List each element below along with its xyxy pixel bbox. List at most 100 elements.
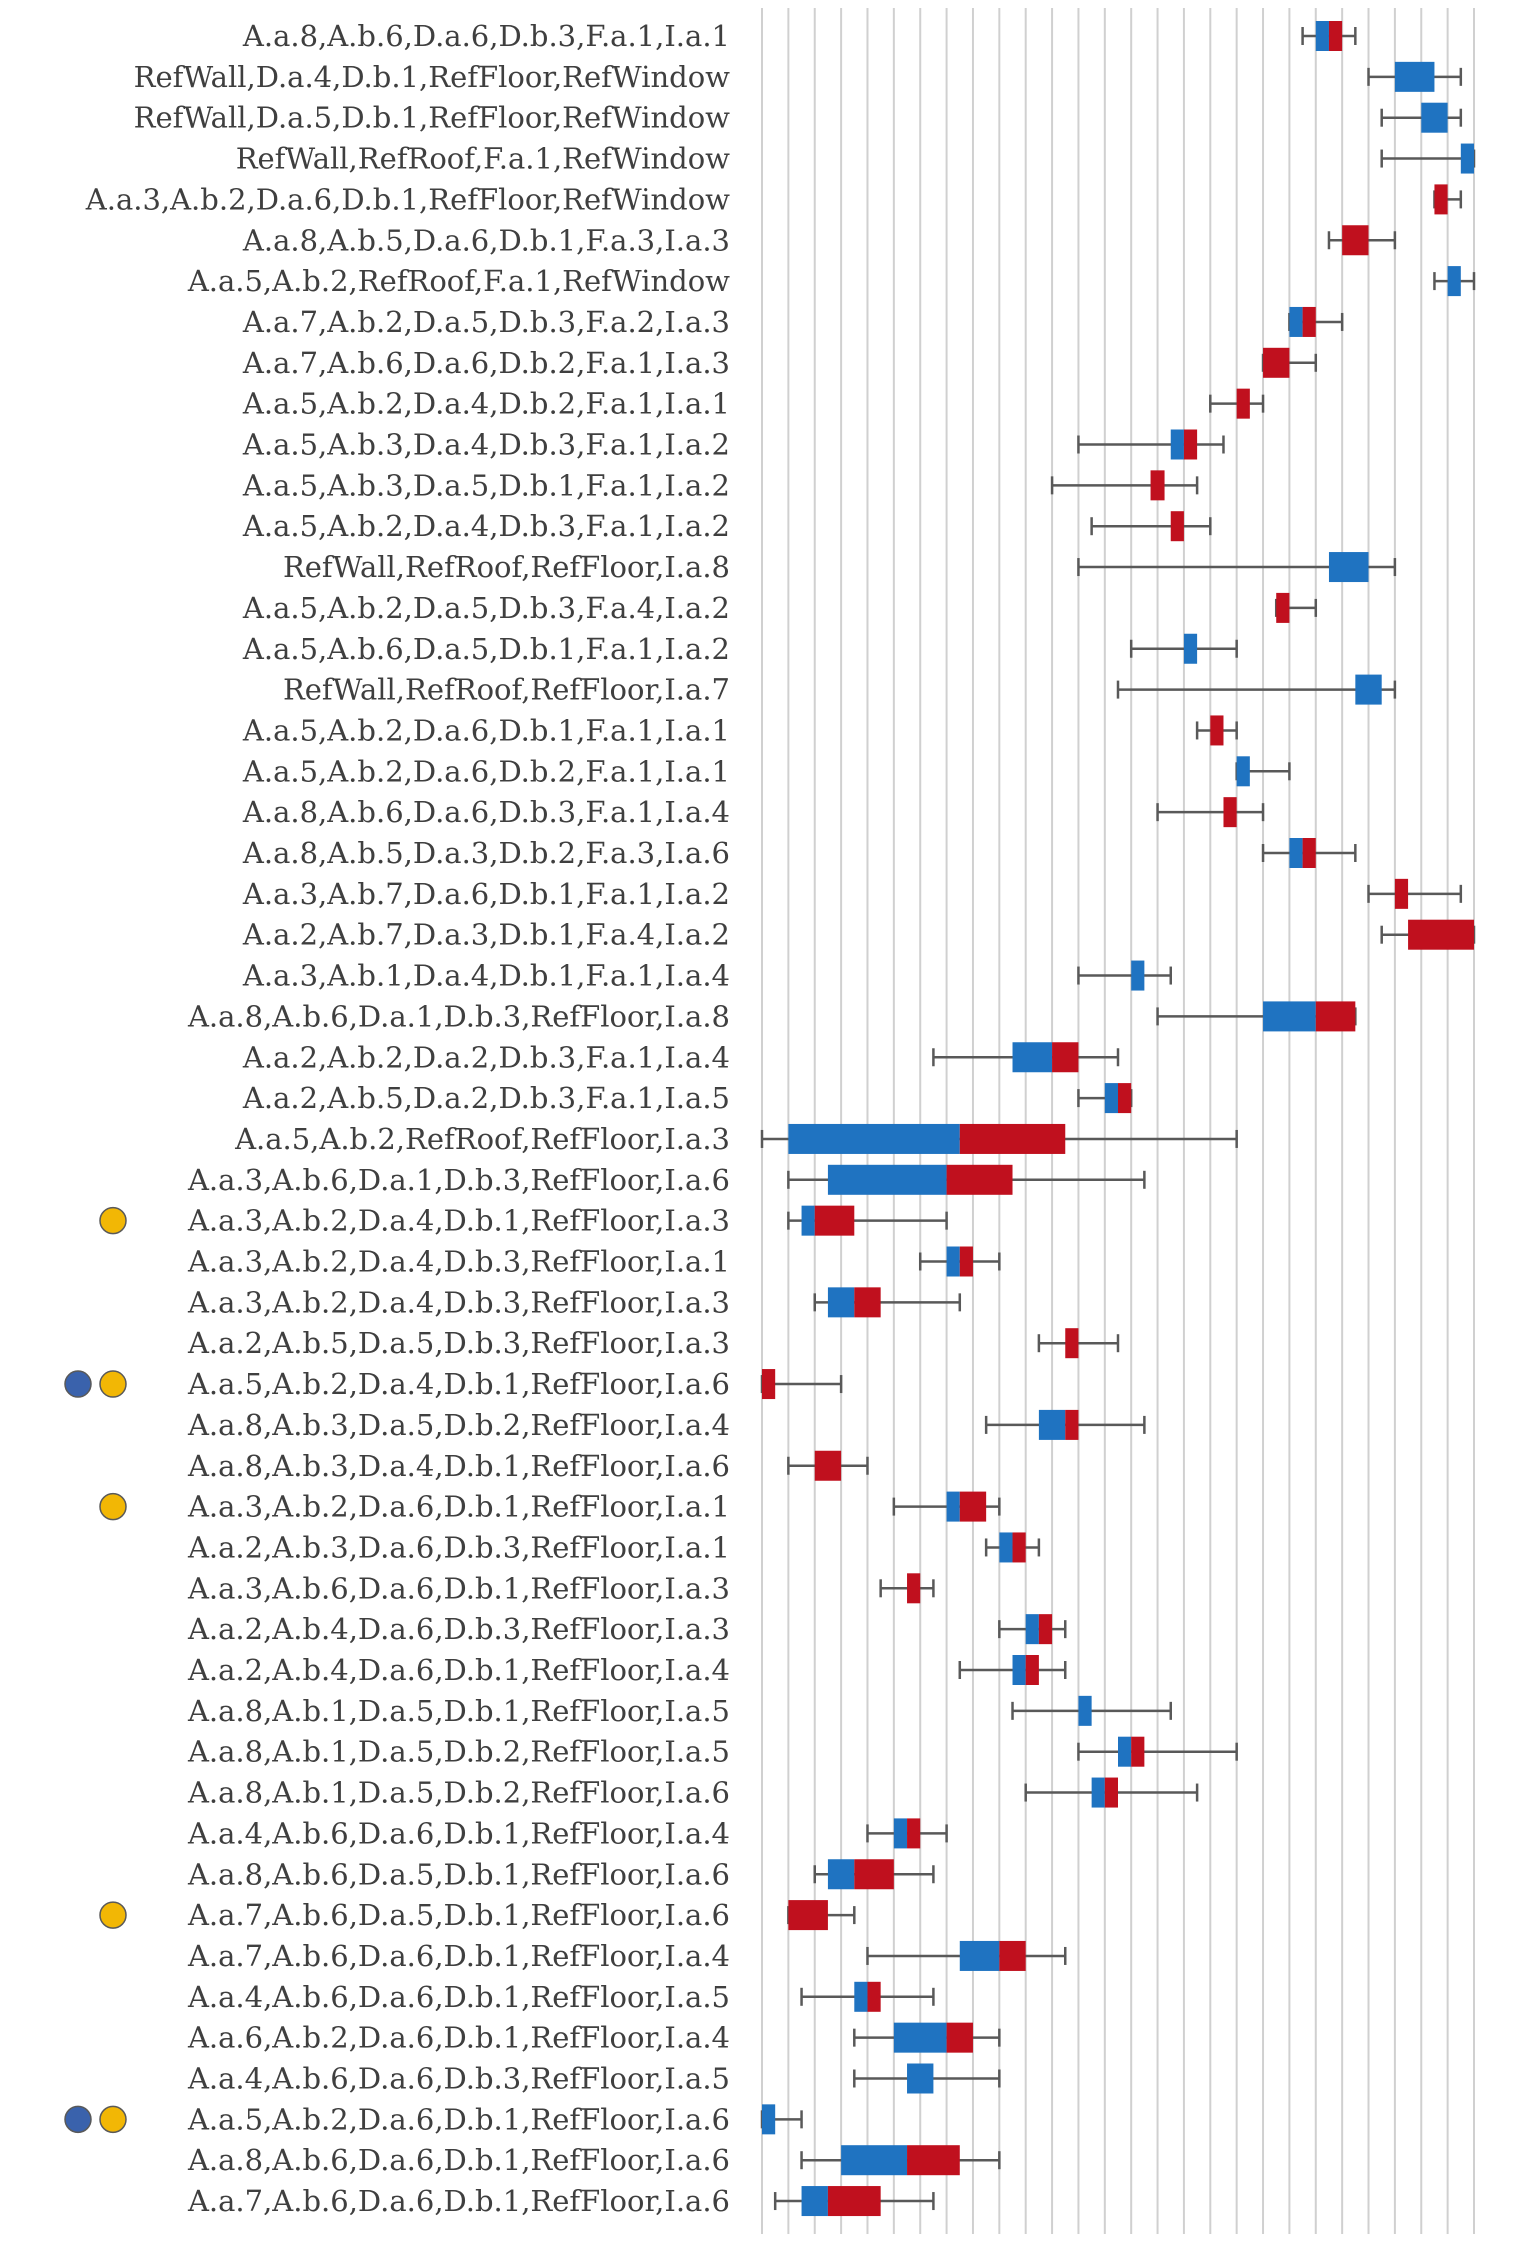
lower-box [1104,1083,1118,1114]
row-label: A.a.8,A.b.5,D.a.3,D.b.2,F.a.3,I.a.6 [242,836,730,870]
upper-box [959,1123,1066,1154]
row-42: A.a.8,A.b.1,D.a.5,D.b.1,RefFloor,I.a.5 [187,1694,1172,1728]
lower-box [854,1981,868,2012]
row-53: A.a.8,A.b.6,D.a.6,D.b.1,RefFloor,I.a.6 [187,2143,1001,2177]
row-label: A.a.8,A.b.6,D.a.6,D.b.3,F.a.1,I.a.1 [242,19,730,53]
row-label: RefWall,D.a.4,D.b.1,RefFloor,RefWindow [134,60,731,94]
row-label: A.a.2,A.b.3,D.a.6,D.b.3,RefFloor,I.a.1 [187,1530,730,1564]
upper-box [959,1491,987,1522]
row-23: A.a.2,A.b.7,D.a.3,D.b.1,F.a.4,I.a.2 [242,918,1476,952]
upper-box [959,1246,973,1277]
upper-box [999,1940,1026,1971]
row-label: A.a.5,A.b.6,D.a.5,D.b.1,F.a.1,I.a.2 [242,632,730,666]
row-label: A.a.5,A.b.3,D.a.5,D.b.1,F.a.1,I.a.2 [242,468,730,502]
row-label: A.a.4,A.b.6,D.a.6,D.b.1,RefFloor,I.a.4 [187,1816,730,1850]
lower-box [946,1491,960,1522]
row-31: A.a.3,A.b.2,D.a.4,D.b.3,RefFloor,I.a.1 [187,1245,1001,1279]
row-54: A.a.7,A.b.6,D.a.6,D.b.1,RefFloor,I.a.6 [187,2184,935,2218]
lower-box [1012,1042,1053,1073]
upper-box [788,1900,828,1931]
lower-box [1236,756,1250,787]
row-label: A.a.5,A.b.2,D.a.5,D.b.3,F.a.4,I.a.2 [242,591,730,625]
row-52: A.a.5,A.b.2,D.a.6,D.b.1,RefFloor,I.a.6 [64,2102,803,2136]
row-label: A.a.3,A.b.2,D.a.6,D.b.1,RefFloor,I.a.1 [187,1490,730,1524]
row-label: A.a.7,A.b.6,D.a.5,D.b.1,RefFloor,I.a.6 [187,1898,730,1932]
upper-box [854,1859,894,1890]
lower-box [788,1123,960,1154]
row-38: A.a.2,A.b.3,D.a.6,D.b.3,RefFloor,I.a.1 [187,1530,1041,1564]
row-label: A.a.3,A.b.2,D.a.4,D.b.3,RefFloor,I.a.3 [187,1285,730,1319]
upper-box [854,1287,881,1318]
row-label: A.a.8,A.b.1,D.a.5,D.b.2,RefFloor,I.a.6 [187,1776,730,1810]
upper-box [1302,838,1316,868]
row-label: A.a.2,A.b.2,D.a.2,D.b.3,F.a.1,I.a.4 [242,1040,730,1074]
upper-box [1210,715,1224,746]
row-label: A.a.4,A.b.6,D.a.6,D.b.3,RefFloor,I.a.5 [187,2062,730,2096]
upper-box [1236,388,1250,419]
row-18: A.a.5,A.b.2,D.a.6,D.b.1,F.a.1,I.a.1 [242,713,1238,747]
row-48: A.a.7,A.b.6,D.a.6,D.b.1,RefFloor,I.a.4 [187,1939,1067,1973]
row-label: A.a.3,A.b.2,D.a.4,D.b.3,RefFloor,I.a.1 [187,1245,730,1279]
row-17: RefWall,RefRoof,RefFloor,I.a.7 [283,673,1397,707]
upper-box [827,2186,881,2217]
upper-box [1263,347,1290,378]
row-5: A.a.3,A.b.2,D.a.6,D.b.1,RefFloor,RefWind… [85,182,1463,216]
row-label: A.a.8,A.b.1,D.a.5,D.b.1,RefFloor,I.a.5 [187,1694,730,1728]
upper-box [1131,1736,1145,1767]
lower-box [827,1287,855,1318]
row-35: A.a.8,A.b.3,D.a.5,D.b.2,RefFloor,I.a.4 [187,1408,1146,1442]
row-label: A.a.2,A.b.4,D.a.6,D.b.1,RefFloor,I.a.4 [187,1653,730,1687]
lower-box [1078,1695,1092,1726]
row-label: A.a.5,A.b.3,D.a.4,D.b.3,F.a.1,I.a.2 [242,428,730,462]
gold-marker-icon [99,1492,127,1521]
upper-box [1065,1409,1079,1440]
gold-marker-icon [99,1901,127,1929]
row-43: A.a.8,A.b.1,D.a.5,D.b.2,RefFloor,I.a.5 [187,1735,1238,1769]
row-label: RefWall,RefRoof,RefFloor,I.a.8 [283,550,730,584]
upper-box [1394,878,1409,909]
row-20: A.a.8,A.b.6,D.a.6,D.b.3,F.a.1,I.a.4 [242,795,1265,829]
lower-box [1131,960,1145,991]
lower-box [959,1940,1000,1971]
lower-box [801,2186,828,2217]
upper-box [762,1369,776,1400]
blue-marker-icon [64,1370,92,1398]
row-39: A.a.3,A.b.6,D.a.6,D.b.1,RefFloor,I.a.3 [187,1571,935,1605]
upper-box [1302,306,1316,337]
lower-box [762,2104,776,2135]
row-47: A.a.7,A.b.6,D.a.5,D.b.1,RefFloor,I.a.6 [99,1898,856,1932]
row-14: RefWall,RefRoof,RefFloor,I.a.8 [283,550,1397,584]
row-label: A.a.3,A.b.6,D.a.1,D.b.3,RefFloor,I.a.6 [187,1163,730,1197]
row-19: A.a.5,A.b.2,D.a.6,D.b.2,F.a.1,I.a.1 [242,754,1291,788]
lower-box [1118,1736,1132,1767]
upper-box [1170,511,1184,542]
upper-box [1342,225,1369,256]
row-15: A.a.5,A.b.2,D.a.5,D.b.3,F.a.4,I.a.2 [242,591,1318,625]
upper-box [1012,1532,1026,1563]
row-7: A.a.5,A.b.2,RefRoof,F.a.1,RefWindow [187,264,1476,298]
row-label: RefWall,RefRoof,F.a.1,RefWindow [236,142,730,176]
row-label: A.a.4,A.b.6,D.a.6,D.b.1,RefFloor,I.a.5 [187,1980,730,2014]
row-41: A.a.2,A.b.4,D.a.6,D.b.1,RefFloor,I.a.4 [187,1653,1067,1687]
row-label: A.a.3,A.b.1,D.a.4,D.b.1,F.a.1,I.a.4 [242,959,730,993]
row-22: A.a.3,A.b.7,D.a.6,D.b.1,F.a.1,I.a.2 [242,877,1463,911]
row-34: A.a.5,A.b.2,D.a.4,D.b.1,RefFloor,I.a.6 [64,1367,843,1401]
upper-box [1065,1328,1079,1359]
row-label: RefWall,RefRoof,RefFloor,I.a.7 [283,673,730,707]
upper-box [1328,21,1343,51]
row-12: A.a.5,A.b.3,D.a.5,D.b.1,F.a.1,I.a.2 [242,468,1199,502]
lower-box [1328,552,1369,583]
upper-box [1276,592,1290,623]
row-label: A.a.5,A.b.2,D.a.6,D.b.2,F.a.1,I.a.1 [242,754,730,788]
row-4: RefWall,RefRoof,F.a.1,RefWindow [236,142,1476,176]
row-label: A.a.8,A.b.3,D.a.4,D.b.1,RefFloor,I.a.6 [187,1449,730,1483]
lower-box [827,1859,855,1890]
upper-box [867,1981,881,2012]
row-6: A.a.8,A.b.5,D.a.6,D.b.1,F.a.3,I.a.3 [242,223,1397,257]
upper-box [814,1205,855,1236]
lower-box [907,2063,934,2094]
row-9: A.a.7,A.b.6,D.a.6,D.b.2,F.a.1,I.a.3 [242,346,1318,380]
lower-box [1289,838,1303,868]
row-37: A.a.3,A.b.2,D.a.6,D.b.1,RefFloor,I.a.1 [99,1490,1001,1524]
lower-box [1289,306,1303,337]
